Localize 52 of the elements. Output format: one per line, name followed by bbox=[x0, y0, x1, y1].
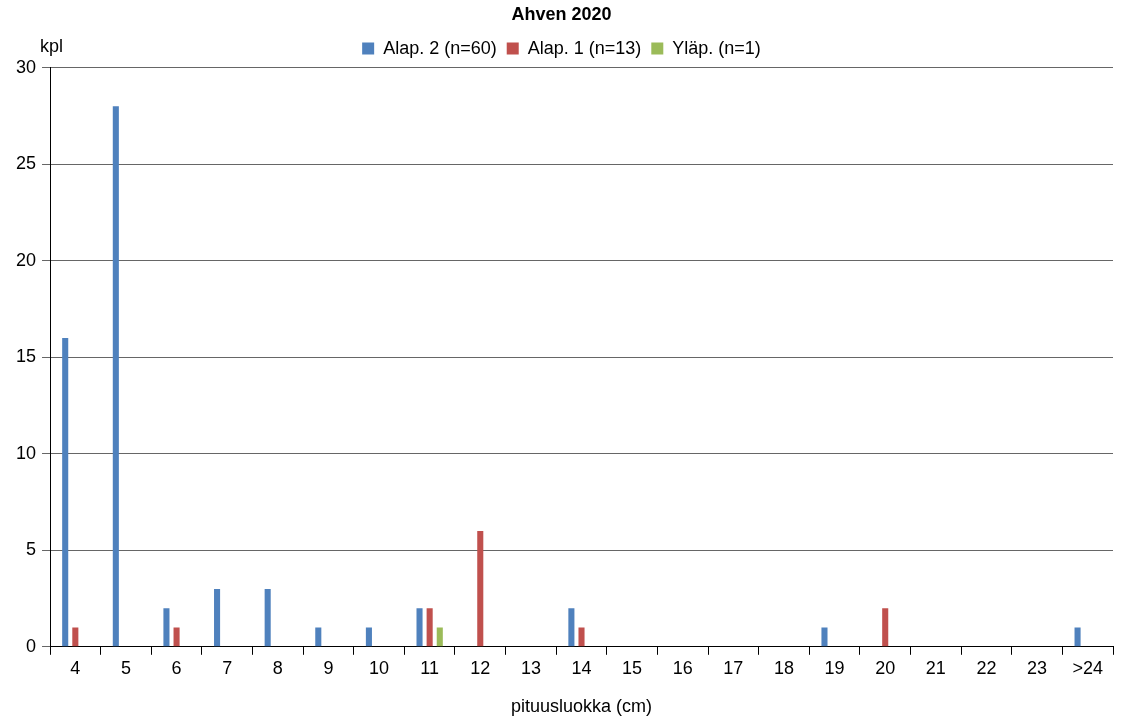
x-tick-label: >24 bbox=[1072, 657, 1103, 678]
y-tick-label: 20 bbox=[15, 249, 37, 270]
bar bbox=[578, 627, 585, 647]
x-tick-label: 8 bbox=[272, 657, 283, 678]
x-tick-label: 4 bbox=[70, 657, 81, 678]
x-tick-label: 15 bbox=[622, 657, 643, 678]
bar bbox=[264, 588, 271, 647]
chart-title: Ahven 2020 bbox=[511, 3, 612, 24]
bar bbox=[477, 530, 484, 647]
x-tick-label: 16 bbox=[672, 657, 693, 678]
x-tick-label: 9 bbox=[323, 657, 334, 678]
x-tick-label: 18 bbox=[773, 657, 794, 678]
x-tick-label: 19 bbox=[824, 657, 845, 678]
bar bbox=[72, 627, 79, 647]
bar bbox=[568, 608, 575, 647]
bar bbox=[436, 627, 443, 647]
y-tick-label: 10 bbox=[15, 442, 37, 463]
x-tick-label: 22 bbox=[976, 657, 997, 678]
y-tick-label: 25 bbox=[15, 153, 37, 174]
x-tick-label: 13 bbox=[520, 657, 541, 678]
bar bbox=[416, 608, 423, 647]
legend-label: Alap. 1 (n=13) bbox=[527, 37, 642, 58]
x-axis-title: pituusluokka (cm) bbox=[510, 696, 653, 717]
bar bbox=[62, 337, 69, 647]
x-tick-label: 17 bbox=[723, 657, 744, 678]
legend-label: Alap. 2 (n=60) bbox=[383, 37, 497, 58]
bar bbox=[163, 608, 170, 647]
bar bbox=[1074, 627, 1081, 647]
y-tick-label: 30 bbox=[15, 56, 37, 77]
y-tick-label: 5 bbox=[26, 539, 37, 560]
x-tick-label: 21 bbox=[925, 657, 946, 678]
y-axis-title: kpl bbox=[40, 35, 64, 56]
x-tick-label: 12 bbox=[470, 657, 491, 678]
x-tick-label: 23 bbox=[1027, 657, 1048, 678]
bar bbox=[173, 627, 180, 647]
x-tick-label: 7 bbox=[222, 657, 233, 678]
bar bbox=[214, 588, 221, 647]
x-tick-label: 20 bbox=[875, 657, 896, 678]
y-tick-label: 15 bbox=[15, 346, 37, 367]
bar bbox=[426, 608, 433, 647]
x-tick-label: 5 bbox=[120, 657, 131, 678]
y-tick-label: 0 bbox=[26, 635, 37, 656]
x-tick-label: 10 bbox=[369, 657, 390, 678]
bar bbox=[882, 608, 889, 647]
bar bbox=[365, 627, 372, 647]
bar bbox=[821, 627, 828, 647]
x-tick-label: 6 bbox=[171, 657, 182, 678]
bar bbox=[315, 627, 322, 647]
x-tick-label: 11 bbox=[420, 657, 439, 678]
x-tick-label: 14 bbox=[571, 657, 592, 678]
legend-label: Yläp. (n=1) bbox=[672, 37, 761, 58]
bar bbox=[112, 106, 119, 647]
